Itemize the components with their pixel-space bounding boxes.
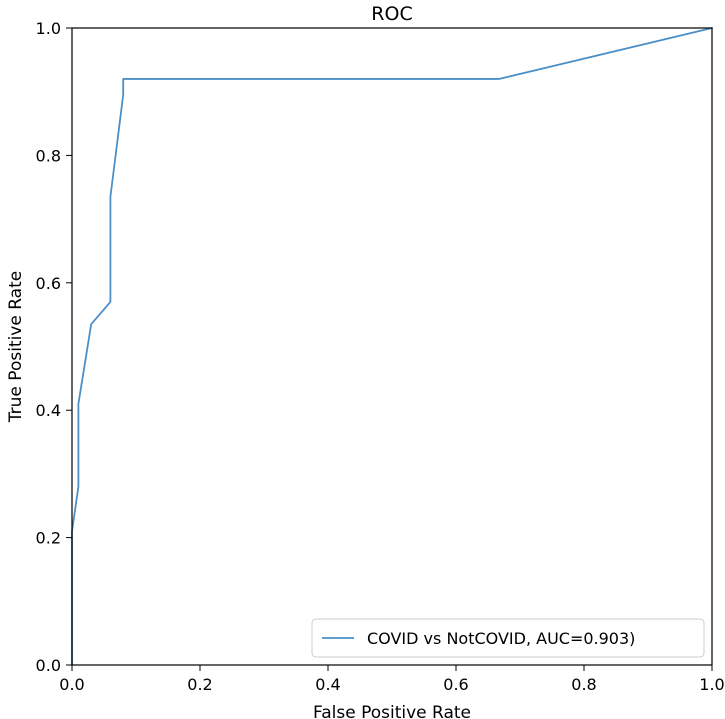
y-tick-label: 0.8	[36, 146, 61, 165]
y-tick-label: 0.6	[36, 274, 61, 293]
x-tick-label: 0.0	[59, 675, 84, 694]
legend-label: COVID vs NotCOVID, AUC=0.903)	[367, 629, 635, 648]
data-layer	[71, 27, 713, 666]
x-tick-label: 0.4	[315, 675, 340, 694]
x-tick-label: 0.8	[571, 675, 596, 694]
chart-title: ROC	[371, 3, 412, 25]
y-tick-label: 0.2	[36, 529, 61, 548]
y-tick-label: 0.0	[36, 656, 61, 675]
y-tick-label: 0.4	[36, 401, 61, 420]
x-tick-label: 0.6	[443, 675, 468, 694]
legend-box	[311, 618, 705, 658]
x-tick-label: 0.2	[187, 675, 212, 694]
plot-frame	[71, 27, 713, 666]
y-axis-title: True Positive Rate	[6, 271, 26, 423]
roc-curve-line	[71, 27, 713, 666]
y-tick-label: 1.0	[36, 19, 61, 38]
legend: COVID vs NotCOVID, AUC=0.903)	[311, 618, 705, 658]
x-tick-label: 1.0	[699, 675, 724, 694]
x-axis-title: False Positive Rate	[313, 703, 471, 719]
ticks-layer: 0.0 0.2 0.4 0.6 0.8 1.0 0.0 0.2 0.4 0.6 0.8 1.0	[36, 19, 725, 694]
